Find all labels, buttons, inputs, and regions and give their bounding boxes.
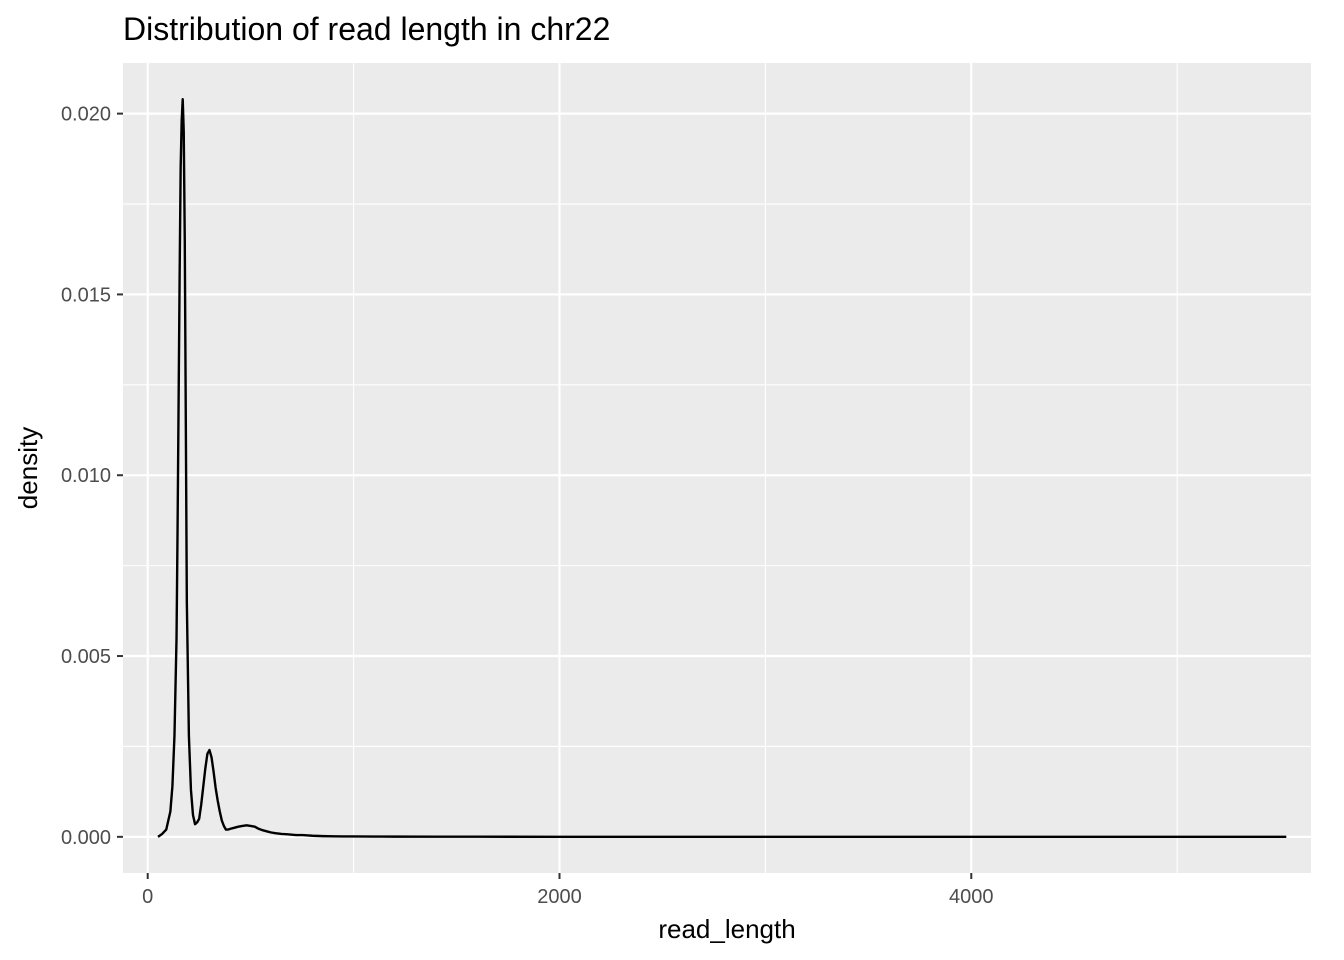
- x-tick-label: 4000: [949, 886, 994, 908]
- y-axis-title: density: [13, 427, 43, 509]
- y-tick-label: 0.020: [61, 104, 111, 126]
- data-layer: [157, 97, 1287, 839]
- y-tick-label: 0.000: [61, 827, 111, 849]
- minor-gridlines: [123, 63, 1311, 873]
- density-line: [157, 97, 1287, 839]
- plot-panel: [123, 63, 1311, 873]
- x-tick-label: 2000: [537, 886, 582, 908]
- chart-title: Distribution of read length in chr22: [123, 11, 610, 47]
- y-tick-label: 0.015: [61, 284, 111, 306]
- x-axis: 0 2000 4000: [142, 873, 994, 908]
- y-tick-label: 0.005: [61, 646, 111, 668]
- y-tick-label: 0.010: [61, 465, 111, 487]
- y-axis: 0.000 0.005 0.010 0.015 0.020: [61, 104, 123, 849]
- x-tick-label: 0: [142, 886, 153, 908]
- x-axis-title: read_length: [658, 914, 795, 944]
